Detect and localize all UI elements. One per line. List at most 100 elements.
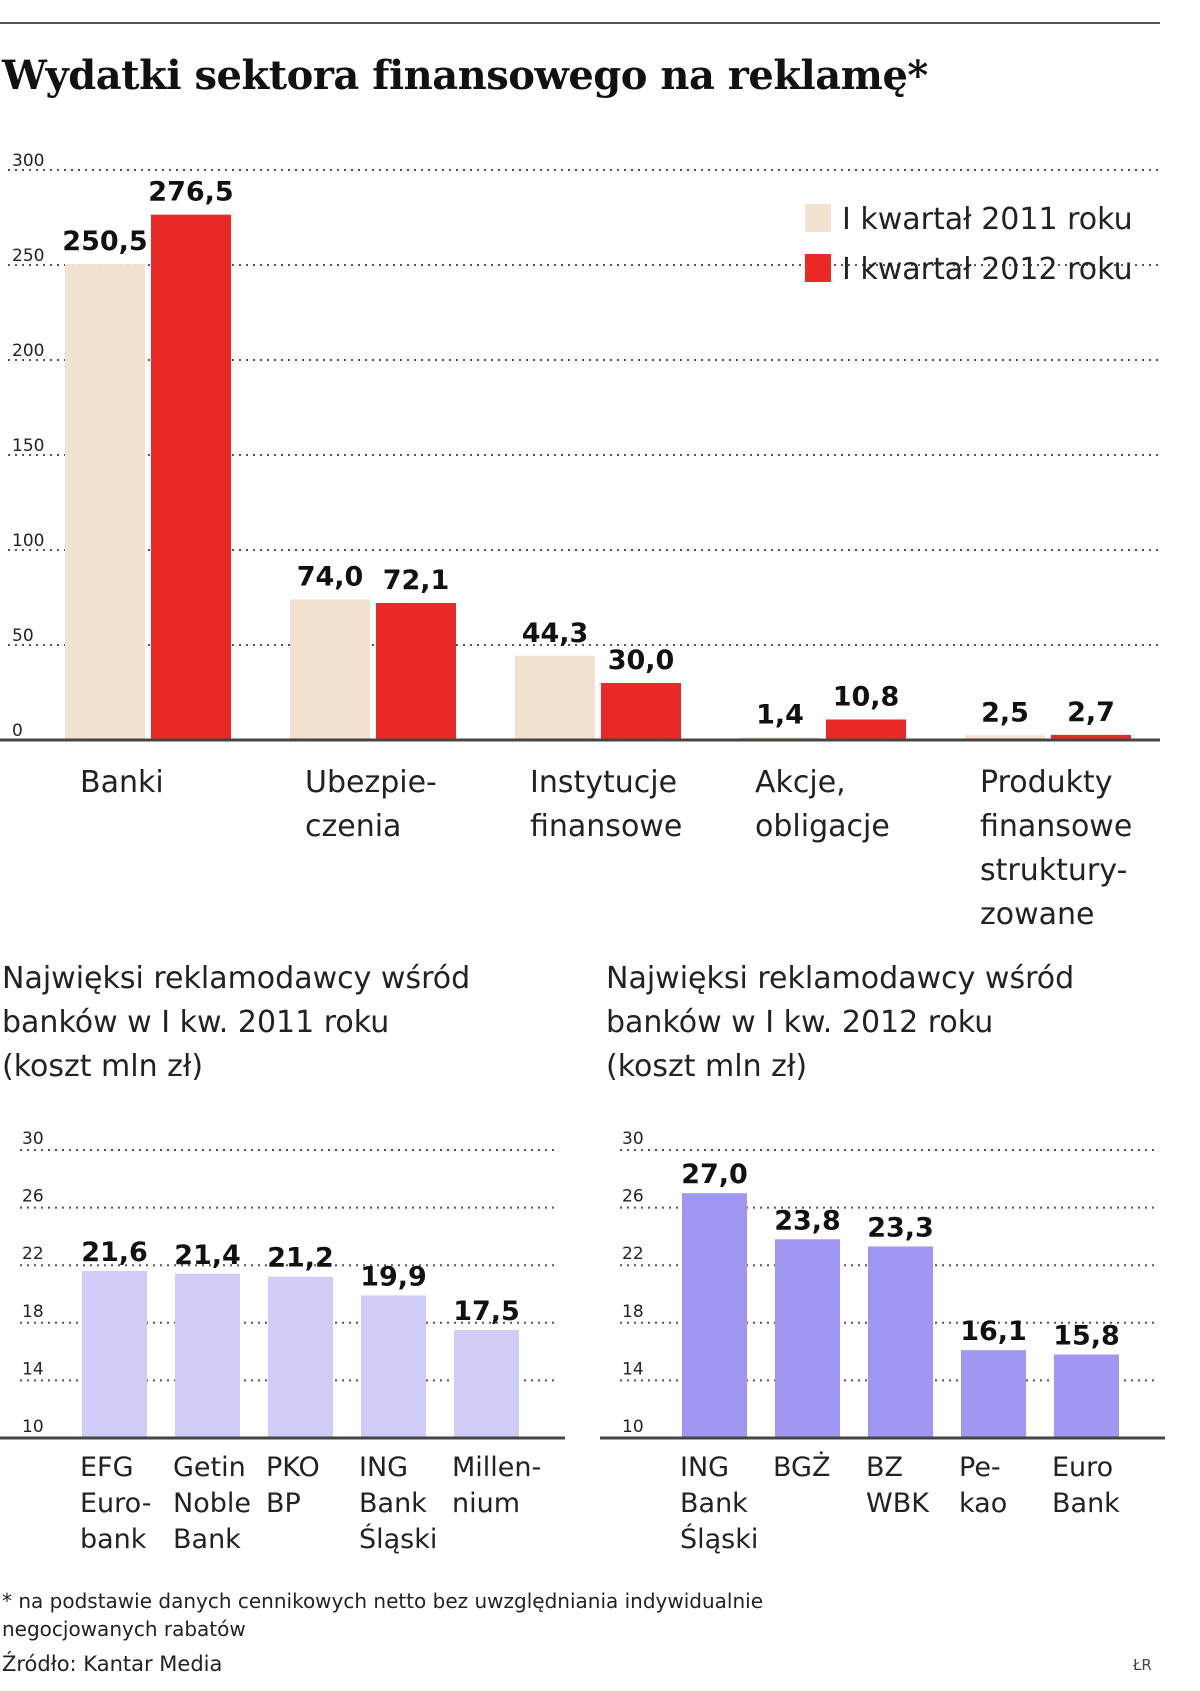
category-label: Pe- xyxy=(959,1452,1001,1483)
bar xyxy=(868,1246,933,1438)
category-label: EFG xyxy=(80,1452,134,1483)
category-label: bank xyxy=(80,1524,147,1555)
y-tick-label: 50 xyxy=(12,626,34,646)
category-label: Instytucje xyxy=(530,765,677,800)
category-label: BZ xyxy=(866,1452,903,1483)
data-label: 21,4 xyxy=(174,1240,241,1271)
bar xyxy=(65,264,145,740)
bar xyxy=(775,1239,840,1438)
category-label: Śląski xyxy=(680,1523,758,1555)
bar xyxy=(1051,734,1131,740)
page-title: Wydatki sektora finansowego na reklamę* xyxy=(2,52,928,99)
chart-2011-title: Najwięksi reklamodawcy wśród banków w I k… xyxy=(2,957,470,1089)
legend-swatch xyxy=(805,254,831,282)
data-label: 21,2 xyxy=(267,1243,334,1274)
bank-2012-bar-chart: 10 14 18 22 26 30 27,0 23,8 23,3 16,1 15,8 ING Bank Ś… xyxy=(600,1129,1165,1555)
bar xyxy=(290,599,370,740)
data-label: 30,0 xyxy=(608,645,675,676)
top-rule xyxy=(0,22,1160,24)
y-tick-label: 0 xyxy=(12,721,23,741)
y-tick-label: 26 xyxy=(22,1187,44,1207)
bar xyxy=(601,683,681,740)
data-label: 2,7 xyxy=(1067,697,1115,728)
source-text: Źródło: Kantar Media xyxy=(2,1652,223,1676)
category-label: zowane xyxy=(980,897,1095,930)
category-label: Bank xyxy=(680,1488,748,1519)
y-tick-label: 10 xyxy=(22,1417,44,1437)
y-tick-label: 14 xyxy=(622,1359,644,1379)
category-label: Ubezpie- xyxy=(305,765,437,800)
category-label: Akcje, xyxy=(755,765,846,800)
category-label: Noble xyxy=(173,1488,251,1519)
bar xyxy=(1054,1354,1119,1438)
category-label: PKO xyxy=(266,1452,320,1483)
y-tick-label: 18 xyxy=(22,1302,44,1322)
footnote-line: negocjowanych rabatów xyxy=(2,1617,246,1641)
y-tick-label: 22 xyxy=(622,1244,644,1264)
y-tick-label: 30 xyxy=(22,1129,44,1149)
bar xyxy=(454,1330,519,1438)
bar xyxy=(961,1350,1026,1438)
subtitle-line: Najwięksi reklamodawcy wśród xyxy=(2,961,471,996)
category-label: Bank xyxy=(173,1524,241,1555)
data-label: 21,6 xyxy=(81,1237,148,1268)
category-label: BP xyxy=(266,1488,301,1519)
category-label: czenia xyxy=(305,809,401,844)
category-label: kao xyxy=(959,1488,1007,1519)
category-label: Euro- xyxy=(80,1488,151,1519)
y-tick-label: 10 xyxy=(622,1417,644,1437)
category-label: struktury- xyxy=(980,853,1127,888)
subtitle-line: banków w I kw. 2011 roku xyxy=(2,1005,390,1040)
category-label: Euro xyxy=(1052,1452,1113,1483)
category-label: obligacje xyxy=(755,809,890,844)
legend-swatch xyxy=(805,204,831,232)
footnote: * na podstawie danych cennikowych netto … xyxy=(2,1587,763,1643)
category-label: finansowe xyxy=(530,809,682,844)
y-tick-label: 14 xyxy=(22,1359,44,1379)
data-label: 74,0 xyxy=(297,561,364,592)
category-label: Getin xyxy=(173,1452,246,1483)
chart-2012-title: Najwięksi reklamodawcy wśród banków w I k… xyxy=(606,957,1074,1089)
data-label: 72,1 xyxy=(383,565,450,596)
data-label: 19,9 xyxy=(360,1261,427,1292)
subtitle-line: (koszt mln zł) xyxy=(606,1049,808,1084)
category-label: finansowe xyxy=(980,809,1132,844)
category-label: Śląski xyxy=(359,1523,437,1555)
data-label: 250,5 xyxy=(62,226,147,257)
y-tick-label: 150 xyxy=(12,436,44,456)
y-tick-label: 26 xyxy=(622,1187,644,1207)
data-label: 2,5 xyxy=(981,697,1029,728)
y-tick-label: 100 xyxy=(12,531,44,551)
data-label: 276,5 xyxy=(148,177,233,208)
data-label: 44,3 xyxy=(522,618,589,649)
subtitle-line: banków w I kw. 2012 roku xyxy=(606,1005,994,1040)
y-tick-label: 22 xyxy=(22,1244,44,1264)
bar xyxy=(515,655,595,740)
bar xyxy=(268,1276,333,1438)
data-label: 23,8 xyxy=(774,1205,841,1236)
bank-2011-bar-chart: 10 14 18 22 26 30 21,6 21,4 21,2 19,9 17,5 EFG Euro-… xyxy=(0,1129,565,1555)
y-tick-label: 300 xyxy=(12,151,44,171)
category-label: Bank xyxy=(359,1488,427,1519)
category-label: BGŻ xyxy=(773,1451,830,1483)
data-label: 23,3 xyxy=(867,1212,934,1243)
bar xyxy=(82,1270,147,1438)
data-label: 15,8 xyxy=(1053,1320,1120,1351)
category-label: ING xyxy=(680,1452,729,1483)
subtitle-line: (koszt mln zł) xyxy=(2,1049,204,1084)
category-label: Produkty xyxy=(980,765,1113,800)
category-label: WBK xyxy=(866,1488,930,1519)
signature: ŁR xyxy=(1133,1656,1152,1674)
category-label: Millen- xyxy=(452,1452,541,1483)
bar xyxy=(376,603,456,740)
data-label: 10,8 xyxy=(833,681,900,712)
category-label: Banki xyxy=(80,765,164,800)
main-bar-chart: 0 50 100 150 200 250 300 250,5 74,0 44,3 1,4 2,5 276… xyxy=(0,151,1160,930)
data-label: 17,5 xyxy=(453,1296,520,1327)
bar xyxy=(175,1273,240,1438)
bar xyxy=(826,719,906,740)
y-tick-label: 30 xyxy=(622,1129,644,1149)
data-label: 16,1 xyxy=(960,1316,1027,1347)
footnote-line: * na podstawie danych cennikowych netto … xyxy=(2,1589,764,1613)
legend-label: I kwartał 2012 roku xyxy=(842,252,1133,287)
